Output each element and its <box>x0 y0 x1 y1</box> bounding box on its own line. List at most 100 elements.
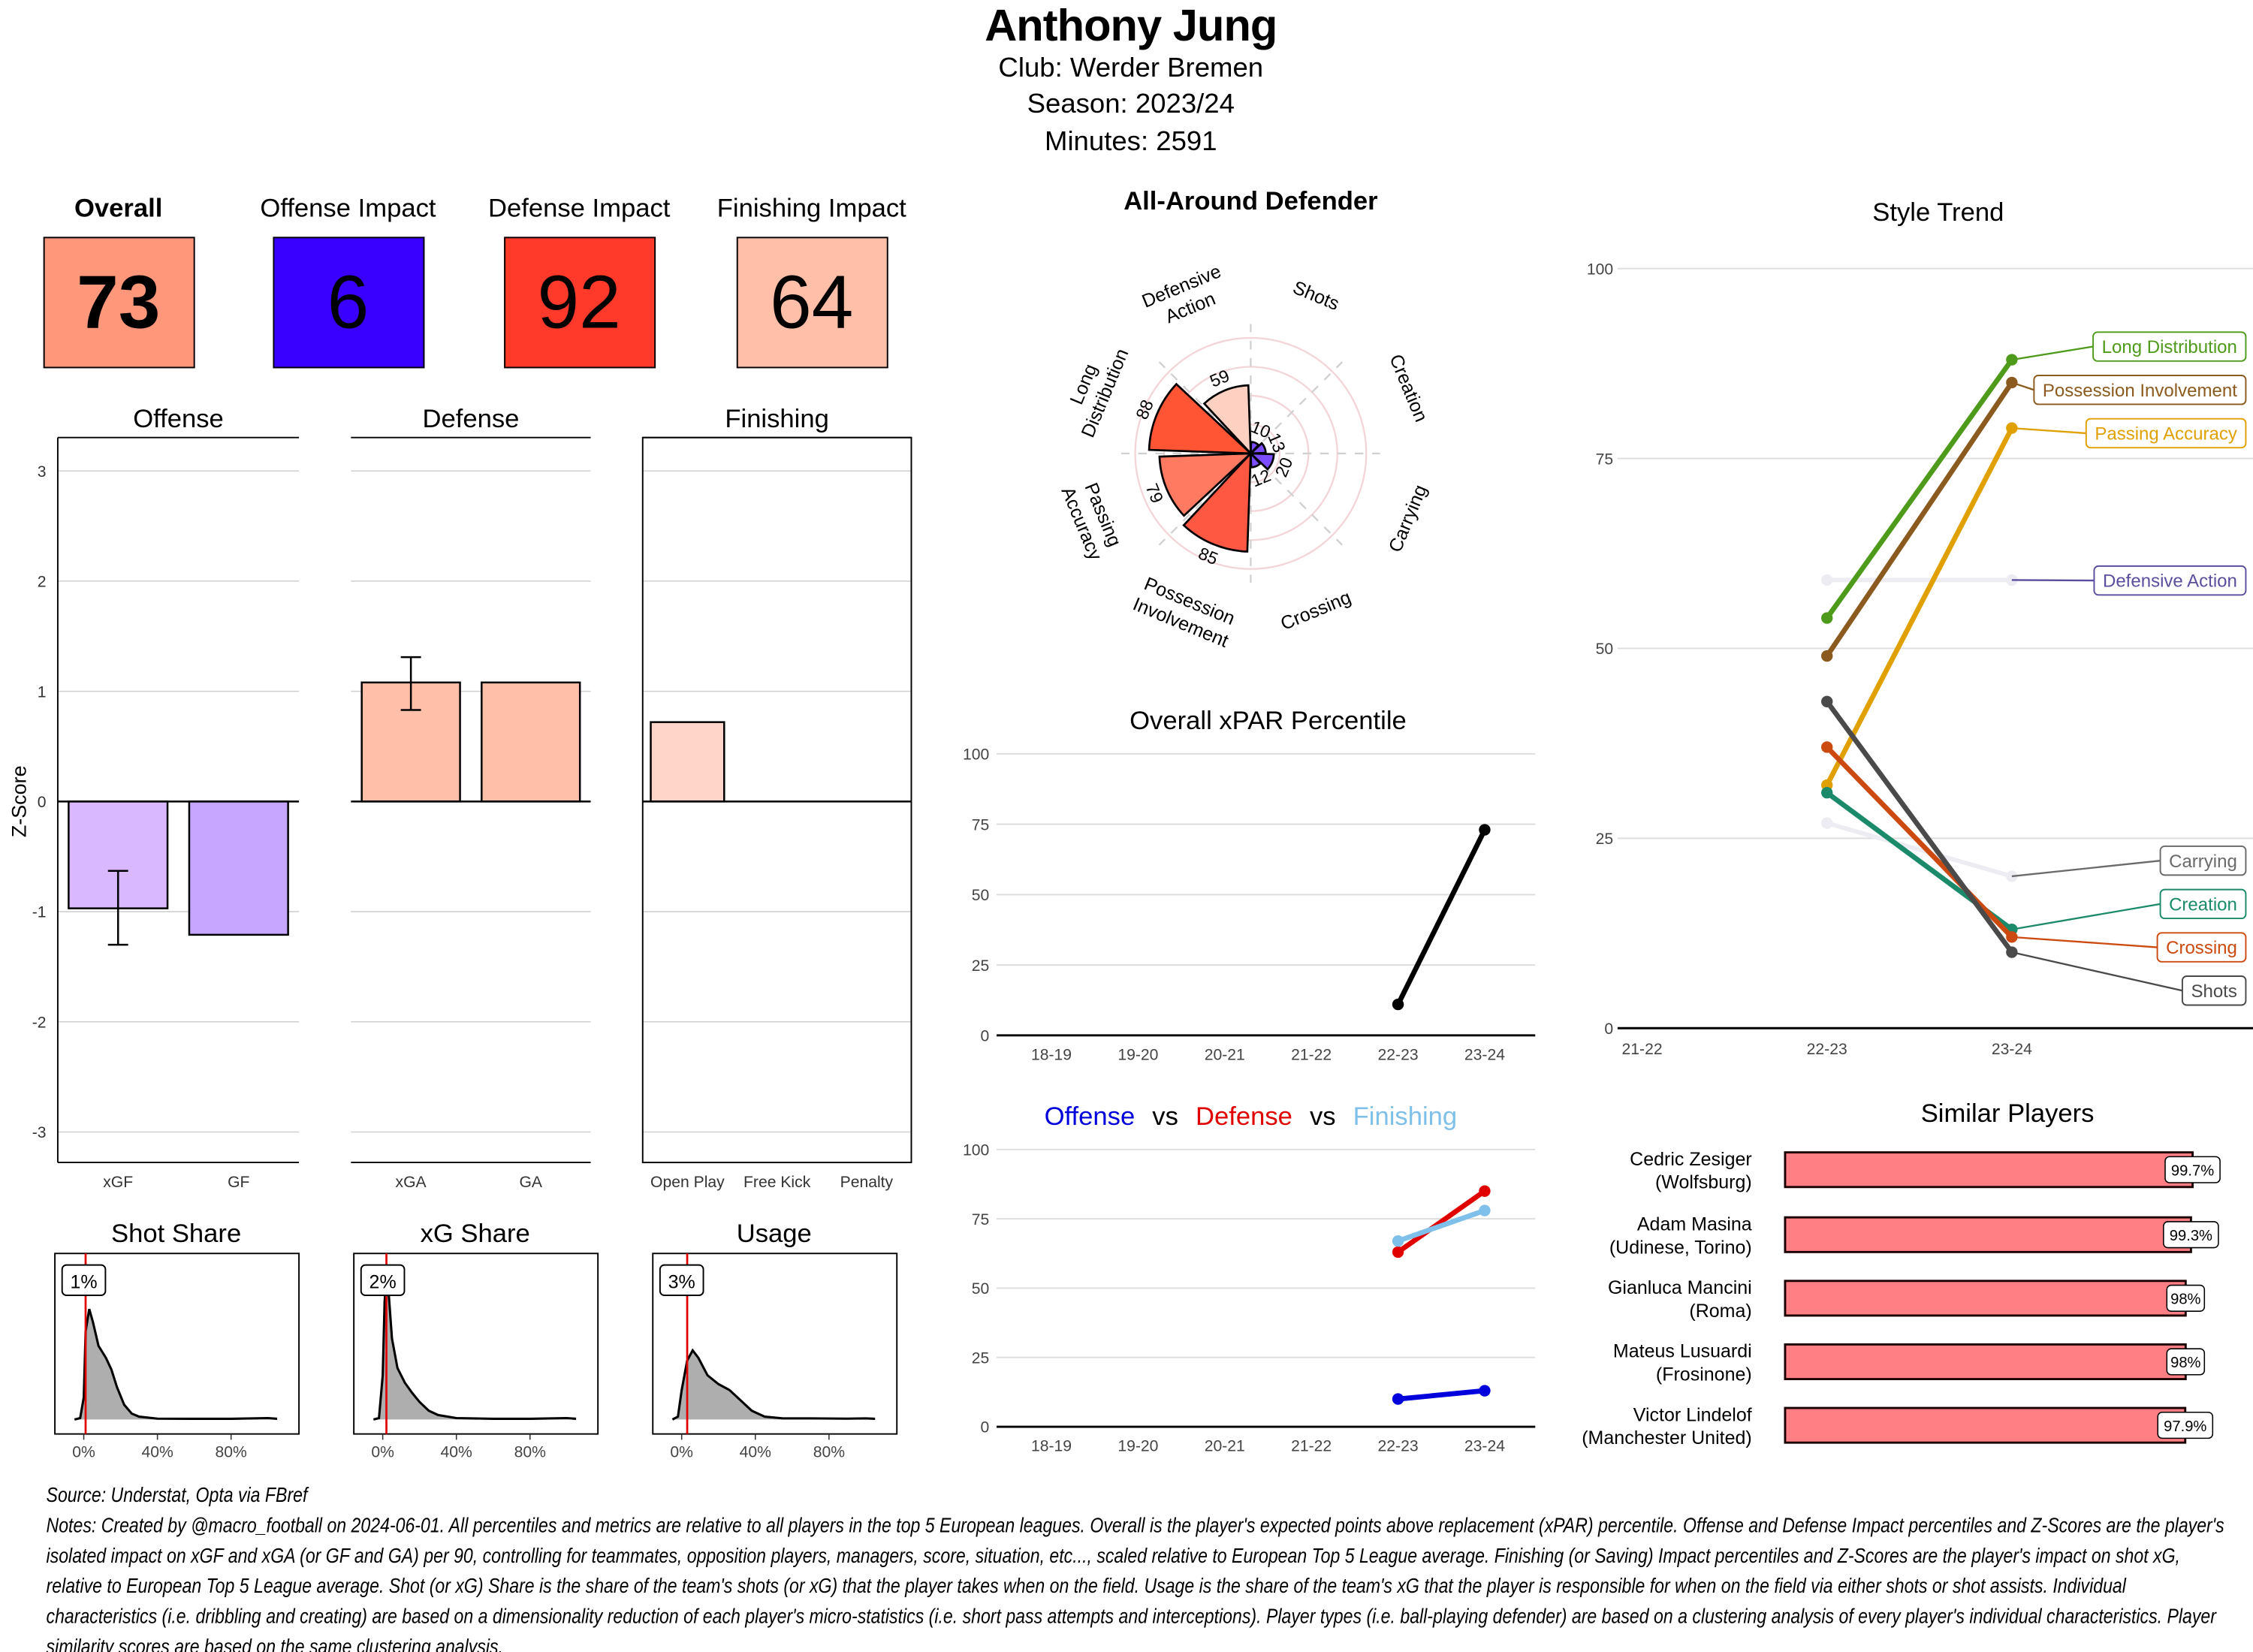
radar-category-label: DefensiveAction <box>1139 261 1233 333</box>
radar-category-label: Carrying <box>1385 482 1431 556</box>
radar-bar-defensive-action <box>1202 384 1252 457</box>
similar-player-name: Mateus Lusuardi <box>1613 1341 1752 1362</box>
y-tick-label: 2 <box>38 574 47 591</box>
series-point <box>1479 824 1491 836</box>
trend-line <box>1824 358 2014 620</box>
impact-defense: Defense Impact 92 <box>471 194 687 369</box>
y-tick-label: 25 <box>972 957 990 975</box>
x-tick-label: 21-22 <box>1291 1438 1332 1455</box>
panel-title: Shot Share <box>111 1219 241 1248</box>
trend-series-label: Carrying <box>2169 852 2237 872</box>
trend-line <box>1825 745 2014 939</box>
y-tick-label: -3 <box>32 1124 47 1141</box>
panel-border <box>54 1253 300 1435</box>
x-tick-label: 20-21 <box>1205 1438 1245 1455</box>
x-tick-label: 23-24 <box>1992 1041 2032 1058</box>
similar-players-title: Similar Players <box>1921 1099 2095 1128</box>
trend-series-label: Defensive Action <box>2103 571 2237 592</box>
x-tick-label: 23-24 <box>1464 1047 1505 1064</box>
panel-title: Finishing <box>725 405 829 433</box>
y-tick-label: 3 <box>38 463 47 481</box>
source-text: Source: Understat, Opta via FBref <box>46 1484 308 1508</box>
impact-label: Overall <box>74 193 163 223</box>
y-axis-label: Z-Score <box>8 765 31 837</box>
trend-label-box <box>2159 845 2247 876</box>
player-value-label: 3% <box>668 1271 695 1292</box>
similarity-label-box <box>2166 1284 2206 1312</box>
ovd-title-part: vs <box>1152 1102 1178 1131</box>
ovd-title-part: Defense <box>1196 1102 1292 1131</box>
x-tick-label: Free Kick <box>743 1174 811 1191</box>
x-tick-label: 40% <box>441 1443 473 1461</box>
panel-border <box>641 436 912 1164</box>
similar-player-name: Cedric Zesiger <box>1630 1149 1752 1170</box>
similarity-label-box <box>2157 1412 2214 1439</box>
series-point <box>1392 998 1404 1011</box>
radar-category-label: LongDistribution <box>1056 337 1133 441</box>
radar-spoke <box>1250 361 1344 454</box>
series-point <box>1392 1234 1404 1247</box>
player-value-label-box <box>360 1264 406 1296</box>
trend-point <box>1821 612 1833 624</box>
season-label: Season: 2023/24 <box>1027 89 1235 120</box>
trend-label-connector <box>2011 345 2094 361</box>
density-curve <box>671 1348 876 1421</box>
x-tick-label: 18-19 <box>1031 1438 1072 1455</box>
density-area <box>74 1309 278 1420</box>
bar-gf <box>188 800 289 936</box>
similarity-label: 99.7% <box>2171 1162 2214 1179</box>
similar-player-club: (Roma) <box>1689 1301 1751 1322</box>
similar-player-club: (Wolfsburg) <box>1655 1172 1752 1193</box>
radar-category-label: PassingAccuracy <box>1057 475 1127 564</box>
trend-point <box>1821 786 1833 799</box>
x-tick-label: 22-23 <box>1378 1047 1419 1064</box>
radar-grid-circle <box>1134 336 1368 570</box>
y-tick-label: 75 <box>972 816 990 834</box>
similar-player-name: Victor Lindelof <box>1633 1404 1752 1425</box>
impact-value-box: 6 <box>272 237 424 369</box>
x-tick-label: 0% <box>371 1443 394 1461</box>
impact-finishing: Finishing Impact 64 <box>704 194 920 369</box>
density-curve <box>372 1274 577 1421</box>
x-tick-label: 0% <box>72 1443 95 1461</box>
radar-bar-passing-accuracy <box>1158 452 1253 517</box>
impact-label: Defense Impact <box>487 193 671 223</box>
bar-ga <box>481 681 581 803</box>
similarity-label: 97.9% <box>2164 1418 2206 1435</box>
x-tick-label: 80% <box>216 1443 248 1461</box>
radar-value-label: 20 <box>1271 454 1297 480</box>
trend-label-connector <box>2011 381 2034 391</box>
panel-title: Offense <box>133 405 224 433</box>
trend-point <box>1821 650 1833 662</box>
similar-player-club: (Udinese, Torino) <box>1609 1237 1752 1258</box>
y-tick-label: 100 <box>963 746 989 764</box>
radar-category-label: Creation <box>1385 351 1431 425</box>
trend-line <box>1824 427 2014 787</box>
player-value-label-box <box>61 1264 107 1296</box>
similarity-bar <box>1784 1406 2187 1444</box>
series-line-defense <box>1396 1189 1486 1255</box>
y-tick-label: 50 <box>972 1280 990 1298</box>
radar-bar-long-distribution <box>1148 382 1253 455</box>
radar-category-label-line: Shots <box>1289 277 1342 315</box>
x-tick-label: xGF <box>103 1174 133 1191</box>
x-tick-label: 80% <box>514 1443 547 1461</box>
similarity-label: 99.3% <box>2170 1228 2212 1244</box>
impact-value-box: 92 <box>503 237 656 369</box>
x-tick-label: GF <box>228 1174 249 1191</box>
trend-series-label: Shots <box>2191 981 2236 1002</box>
similar-player-name: Gianluca Mancini <box>1608 1277 1752 1298</box>
y-tick-label: 0 <box>1604 1020 1613 1038</box>
bar-open-play <box>650 721 725 803</box>
radar-title: All-Around Defender <box>1123 187 1377 216</box>
x-tick-label: xGA <box>396 1174 427 1191</box>
trend-series-label: Passing Accuracy <box>2095 424 2237 445</box>
similarity-label: 98% <box>2170 1355 2200 1371</box>
density-area <box>373 1275 577 1420</box>
radar-bar-possession-involvement <box>1182 451 1252 553</box>
panel-border <box>652 1253 898 1435</box>
trend-series-label: Crossing <box>2166 938 2237 958</box>
similarity-bar <box>1784 1343 2187 1381</box>
x-tick-label: 80% <box>813 1443 846 1461</box>
